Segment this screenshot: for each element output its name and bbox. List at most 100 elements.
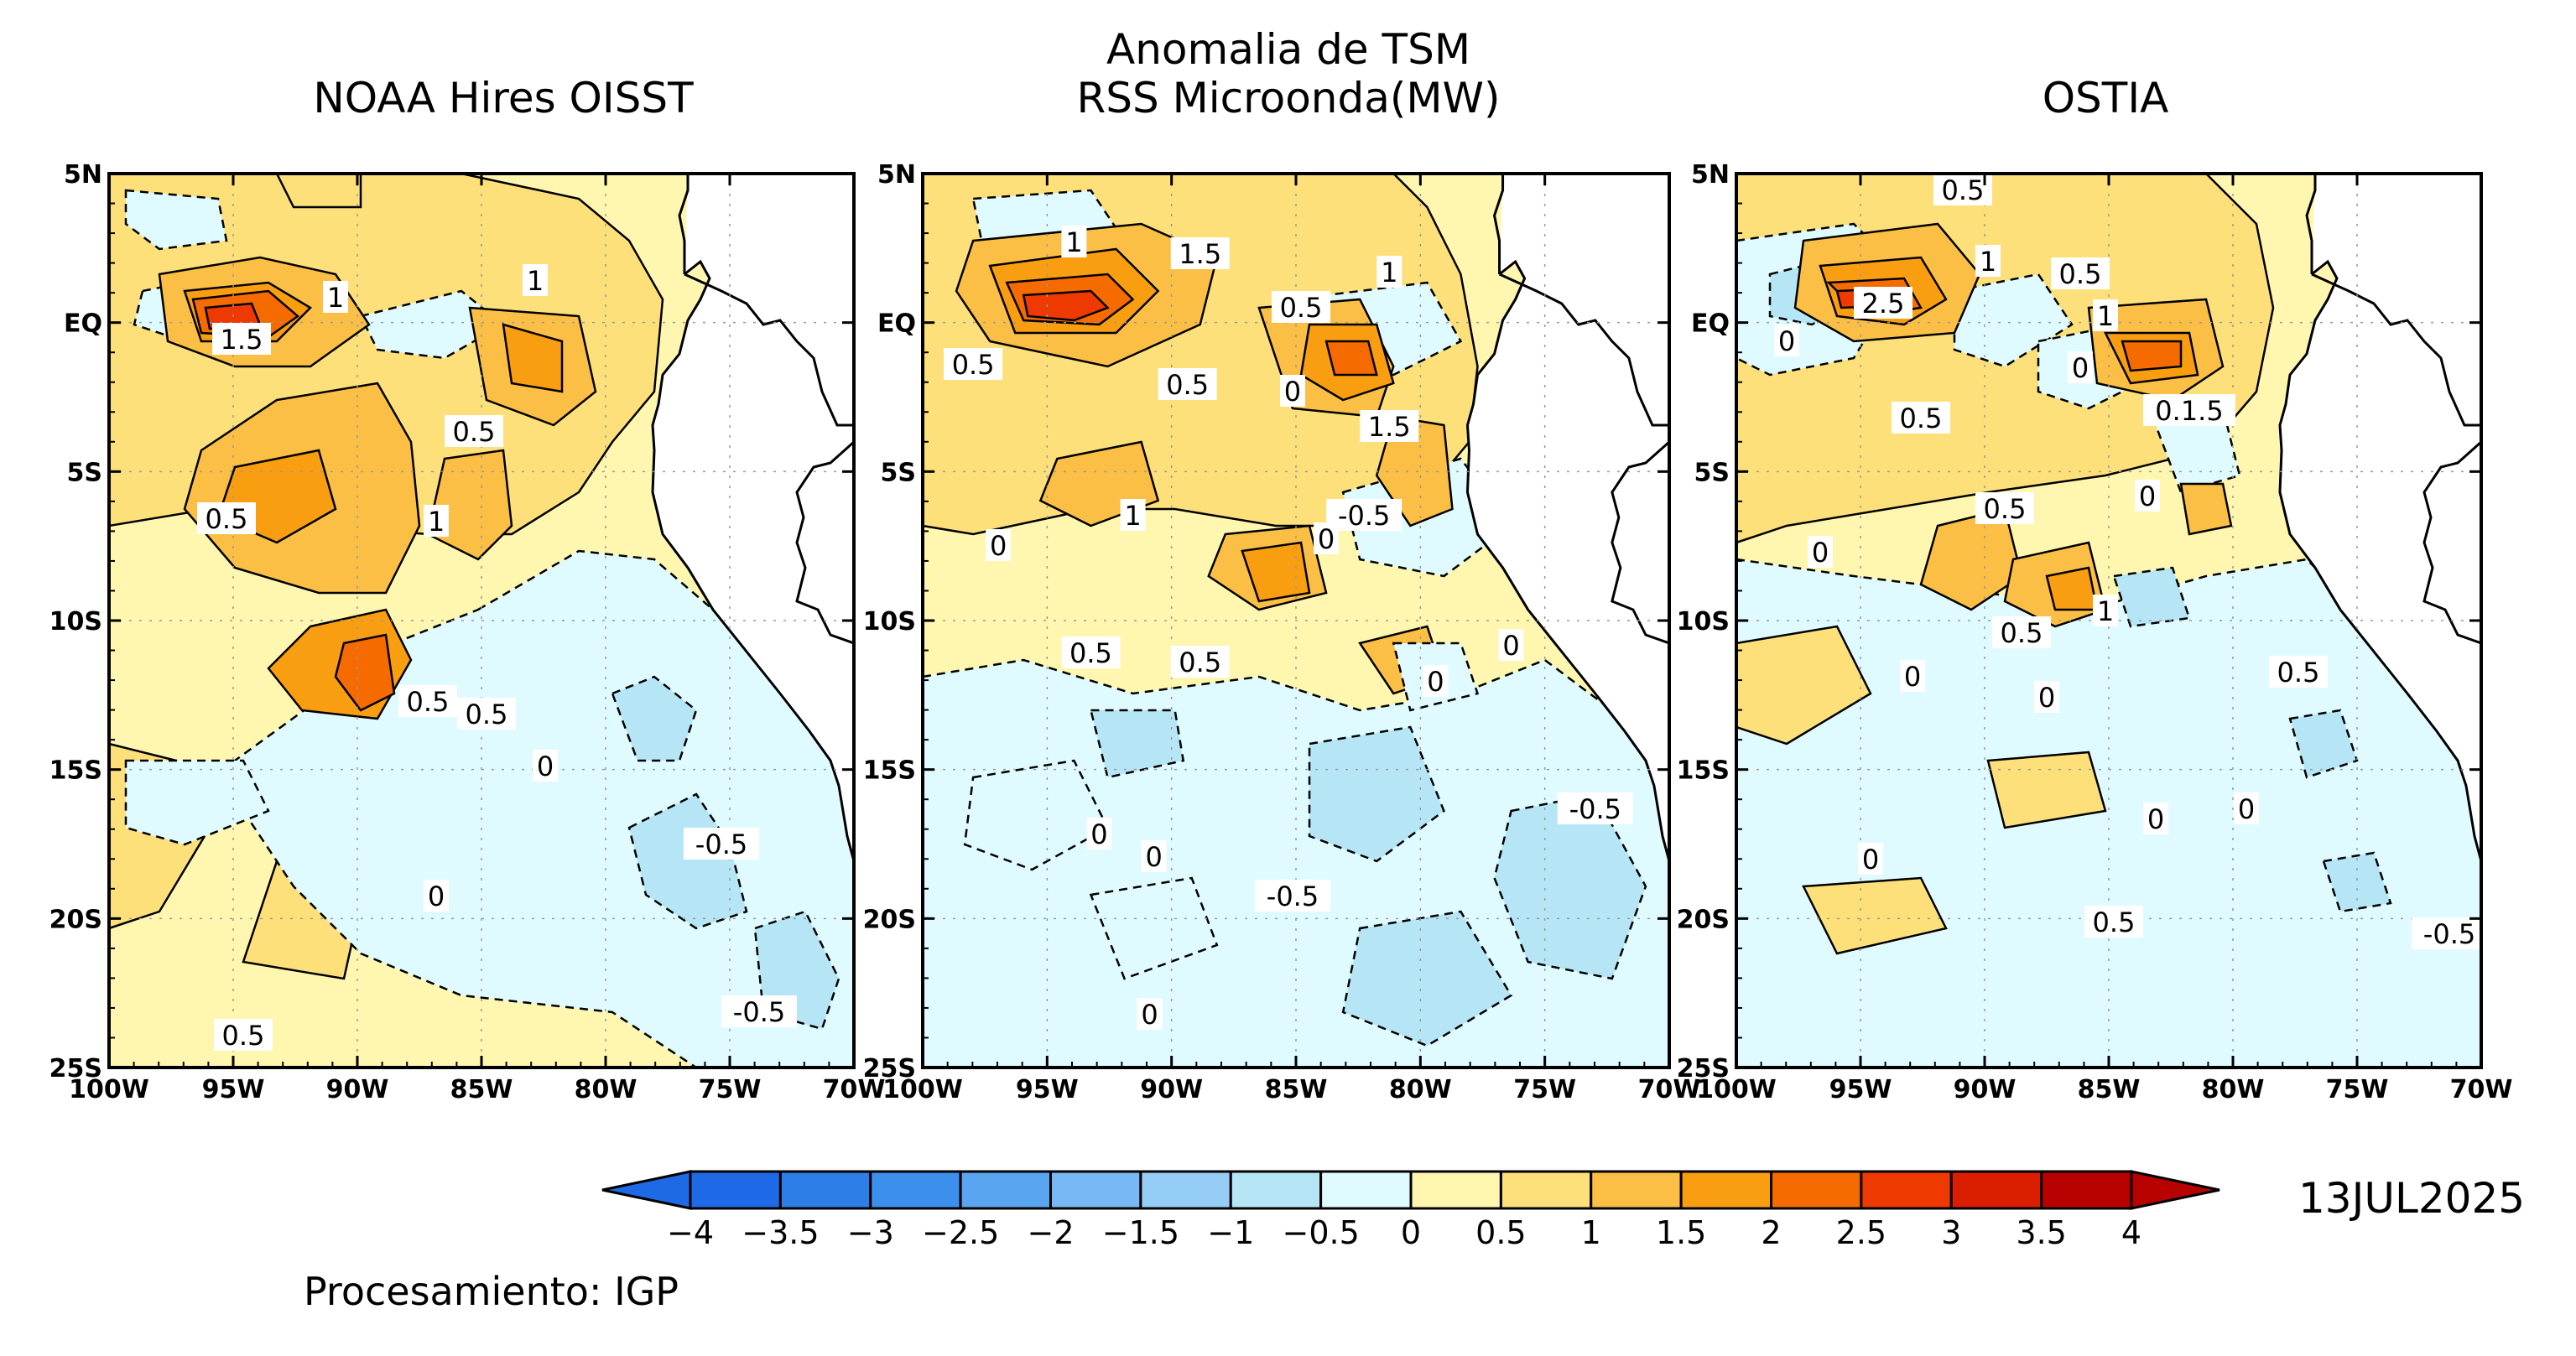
main-title-line2: RSS Microonda(MW) <box>1076 74 1501 122</box>
contour-label: 0 <box>2500 844 2516 875</box>
contour-label: 0.5 <box>206 503 248 535</box>
lat-tick-label: 15S <box>863 756 916 786</box>
lat-tick-label: 5S <box>1694 458 1730 487</box>
lon-tick-label: 70W <box>823 1075 886 1104</box>
contour-label: 0 <box>2139 481 2156 512</box>
contour-label: 0 <box>428 881 445 912</box>
lon-tick-label: 85W <box>2078 1075 2141 1104</box>
colorbar-swatch <box>778 1170 872 1210</box>
contour-label: -0.5 <box>733 996 785 1028</box>
colorbar-label: 3.5 <box>2016 1214 2066 1251</box>
colorbar-swatch <box>959 1170 1052 1210</box>
lat-tick-label: 10S <box>1677 607 1730 636</box>
contour-label: 0.5 <box>1280 292 1323 324</box>
contour-label: 0.5 <box>2277 657 2320 688</box>
colorbar-label: 1.5 <box>1656 1214 1706 1251</box>
colorbar-swatch <box>869 1170 962 1210</box>
colorbar-swatch <box>1319 1170 1413 1210</box>
lat-tick-label: EQ <box>1691 309 1730 339</box>
colorbar-swatch <box>1679 1170 1772 1210</box>
panel-rss-microwave: 1 1.510.50.50.5 01.501 -0.500.5 0.500-0.500-… <box>863 160 1701 1104</box>
lon-tick-label: 75W <box>699 1075 762 1104</box>
colorbar-high-arrow <box>2130 1170 2220 1210</box>
colorbar-label: 4 <box>2121 1214 2141 1251</box>
colorbar-swatch <box>1409 1170 1502 1210</box>
colorbar-label: 1 <box>1581 1214 1601 1251</box>
lon-tick-label: 100W <box>69 1075 149 1104</box>
right-panel-title: OSTIA <box>2042 74 2169 122</box>
colorbar-swatch <box>1949 1170 2043 1210</box>
colorbar-label: −2 <box>1027 1214 1074 1251</box>
colorbar: −4 −3.5 −3 −2.5 −2 −1.5 −1 −0.5 0 0.5 1 1.5 2 2.5 3 3.5… <box>601 1170 2220 1251</box>
contour-label: 1 <box>1065 226 1082 258</box>
lon-tick-label: 85W <box>450 1075 513 1104</box>
lon-tick-label: 75W <box>1513 1075 1576 1104</box>
contour-label: 0.5 <box>466 699 508 730</box>
contour-label: 1 <box>1980 246 1996 278</box>
contour-label: -0.5 <box>695 829 747 860</box>
contour-label: 0 <box>1862 844 1879 875</box>
contour-label: 1 <box>527 265 544 297</box>
lon-tick-label: 95W <box>202 1075 265 1104</box>
colorbar-swatch <box>1229 1170 1323 1210</box>
main-title-line1: Anomalia de TSM <box>1106 25 1470 74</box>
lat-tick-label: 5S <box>881 458 916 487</box>
contour-label: 0 <box>2038 682 2055 714</box>
contour-label: 0 <box>1812 537 1829 569</box>
lat-tick-label: EQ <box>64 309 102 339</box>
colorbar-label: −2.5 <box>922 1214 999 1251</box>
lat-tick-label: EQ <box>877 309 916 339</box>
contour-label: 0.5 <box>1984 493 2027 525</box>
contour-label: 0.5 <box>1900 403 1943 434</box>
contour-label: 0.5 <box>2001 617 2043 649</box>
contour-label: 0 <box>1778 325 1795 357</box>
colorbar-label: −0.5 <box>1282 1214 1359 1251</box>
colorbar-label: −4 <box>667 1214 714 1251</box>
lat-tick-label: 20S <box>49 905 102 934</box>
contour-label: -0.5 <box>1569 793 1621 825</box>
contour-label: -0.5 <box>1267 881 1319 912</box>
lat-tick-label: 10S <box>49 607 102 636</box>
colorbar-label: −3.5 <box>742 1214 819 1251</box>
contour-label: 0.5 <box>1179 647 1221 678</box>
contour-label: 0.5 <box>1942 174 1985 206</box>
panel-noaa-oisst: 1 1.5 1 0.5 0.5 1 0.5 0.5 0 -0.5 0 -0.5 0.5 5N EQ 5S 10S… <box>49 160 886 1104</box>
contour-label: 1.5 <box>1368 411 1411 443</box>
lat-tick-label: 20S <box>863 905 916 934</box>
contour-label: 2.5 <box>1862 288 1905 320</box>
lon-tick-label: 95W <box>1016 1075 1079 1104</box>
contour-label: 0 <box>1090 818 1107 850</box>
colorbar-swatch <box>1499 1170 1593 1210</box>
lon-tick-label: 80W <box>575 1075 637 1104</box>
lon-tick-label: 90W <box>1140 1075 1203 1104</box>
contour-label: 0 <box>1145 841 1162 873</box>
contour-label: -0.5 <box>1338 500 1390 532</box>
lat-tick-label: 10S <box>863 607 916 636</box>
lon-tick-label: 90W <box>326 1075 389 1104</box>
lon-tick-label: 80W <box>1389 1075 1452 1104</box>
lat-tick-label: 5N <box>64 160 102 190</box>
contour-label: 0.5 <box>2093 907 2136 938</box>
colorbar-label: 0.5 <box>1475 1214 1526 1251</box>
contour-label: 0.5 <box>2059 258 2102 290</box>
colorbar-label: −1.5 <box>1102 1214 1179 1251</box>
date-label: 13JUL2025 <box>2298 1174 2526 1223</box>
lon-tick-label: 100W <box>1696 1075 1777 1104</box>
colorbar-swatch <box>1590 1170 1683 1210</box>
colorbar-label: 0 <box>1401 1214 1421 1251</box>
contour-label: 1.5 <box>221 324 263 356</box>
lon-tick-label: 90W <box>1954 1075 2017 1104</box>
colorbar-low-arrow <box>601 1170 692 1210</box>
colorbar-label: 3 <box>1941 1214 1961 1251</box>
contour-label: 1 <box>428 506 445 538</box>
colorbar-swatch <box>1049 1170 1142 1210</box>
colorbar-label: 2 <box>1761 1214 1781 1251</box>
colorbar-swatch <box>1860 1170 1953 1210</box>
lon-tick-label: 95W <box>1829 1075 1892 1104</box>
contour-label: 0 <box>990 530 1007 562</box>
contour-label: 1.5 <box>1179 238 1221 270</box>
contour-label: 0.5 <box>952 349 995 381</box>
contour-label: 0.1.5 <box>2155 395 2223 427</box>
